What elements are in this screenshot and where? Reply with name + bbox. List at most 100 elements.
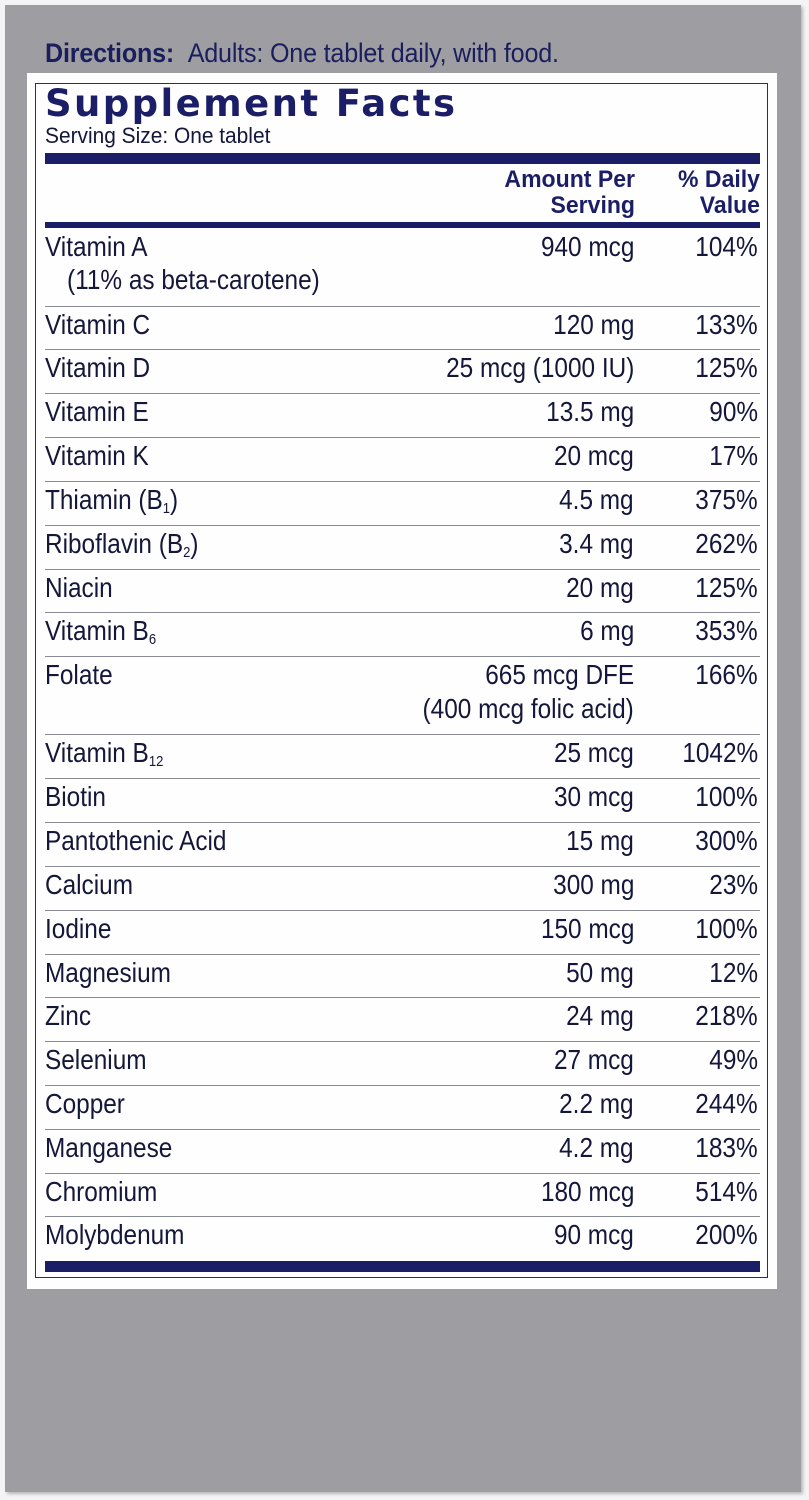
top-thick-divider xyxy=(45,153,760,164)
nutrient-amount: 27 mcg xyxy=(554,1044,634,1075)
nutrient-amount: 20 mcg xyxy=(554,440,634,471)
nutrient-daily-value: 200% xyxy=(695,1219,758,1250)
nutrient-name-text: Vitamin B xyxy=(45,615,149,646)
nutrient-name-text: Iodine xyxy=(45,913,112,944)
serving-size: Serving Size: One tablet xyxy=(45,123,271,148)
nutrient-name: Vitamin B12 xyxy=(45,737,163,769)
nutrient-daily-value: 17% xyxy=(709,440,758,471)
nutrient-amount: 25 mcg xyxy=(554,737,634,768)
nutrient-name-subscript: 1 xyxy=(162,500,171,517)
nutrient-name-text: Molybdenum xyxy=(45,1219,185,1250)
nutrient-amount: 665 mcg DFE xyxy=(485,659,634,690)
nutrient-amount: 24 mg xyxy=(566,1000,634,1031)
nutrient-daily-value: 183% xyxy=(695,1132,758,1163)
nutrient-row: Vitamin D 25 mcg (1000 IU) 125% xyxy=(45,350,760,394)
nutrient-name-suffix: ) xyxy=(170,484,179,515)
nutrient-name-text: Vitamin E xyxy=(45,396,149,427)
nutrient-daily-value: 514% xyxy=(695,1176,758,1207)
nutrient-daily-value: 375% xyxy=(695,484,758,515)
nutrient-name: Iodine xyxy=(45,913,111,944)
nutrient-row: Copper 2.2 mg 244% xyxy=(45,1086,760,1130)
nutrient-name-text: Vitamin B xyxy=(45,737,149,768)
nutrient-daily-value: 100% xyxy=(695,913,758,944)
nutrient-row: Zinc 24 mg 218% xyxy=(45,998,760,1042)
nutrient-daily-value: 90% xyxy=(709,396,758,427)
directions-body: Adults: One tablet daily, with food. xyxy=(187,38,559,68)
bottom-thick-divider xyxy=(45,1261,760,1272)
nutrient-row: Vitamin K 20 mcg 17% xyxy=(45,438,760,482)
nutrient-name: Vitamin E xyxy=(45,396,149,427)
supplement-facts-border xyxy=(35,83,768,1278)
nutrient-row: Pantothenic Acid 15 mg 300% xyxy=(45,823,760,867)
nutrient-name: Vitamin A xyxy=(45,231,147,262)
nutrient-amount: 300 mg xyxy=(552,869,634,900)
directions-label: Directions: xyxy=(45,38,175,68)
nutrient-name: Pantothenic Acid xyxy=(45,825,226,856)
nutrient-name-text: Folate xyxy=(45,659,113,690)
nutrient-name-text: Magnesium xyxy=(45,957,171,988)
nutrient-daily-value: 125% xyxy=(695,572,758,603)
nutrient-name: Manganese xyxy=(45,1132,172,1163)
header-amount-line1: Amount Per xyxy=(504,166,635,193)
nutrient-row: Manganese 4.2 mg 183% xyxy=(45,1130,760,1174)
nutrient-name-text: Pantothenic Acid xyxy=(45,825,227,856)
nutrient-daily-value: 100% xyxy=(695,781,758,812)
nutrient-name-text: Selenium xyxy=(45,1044,147,1075)
nutrient-daily-value: 300% xyxy=(695,825,758,856)
nutrient-name-text: Zinc xyxy=(45,1000,92,1031)
nutrient-name-subscript: 2 xyxy=(183,544,191,561)
nutrient-name-text: Copper xyxy=(45,1088,125,1119)
nutrient-name-note: (11% as beta-carotene) xyxy=(67,264,320,295)
nutrient-name: Folate xyxy=(45,659,113,690)
nutrient-name-text: Riboflavin (B xyxy=(45,528,184,559)
nutrient-row: Niacin 20 mg 125% xyxy=(45,570,760,613)
nutrient-amount: 13.5 mg xyxy=(545,396,634,427)
supplement-facts-box xyxy=(27,73,777,1289)
directions-text: Directions: Adults: One tablet daily, wi… xyxy=(45,38,559,69)
nutrient-amount: 2.2 mg xyxy=(559,1088,634,1119)
nutrient-name-text: Vitamin K xyxy=(45,440,149,471)
nutrient-daily-value: 49% xyxy=(709,1044,758,1075)
nutrient-daily-value: 133% xyxy=(695,309,758,340)
nutrient-daily-value: 23% xyxy=(709,869,758,900)
nutrient-name-text: Manganese xyxy=(45,1132,173,1163)
nutrient-amount-note: (400 mcg folic acid) xyxy=(422,693,634,724)
nutrient-row: Biotin 30 mcg 100% xyxy=(45,779,760,823)
nutrient-name: Vitamin B6 xyxy=(45,615,157,648)
nutrient-row: Selenium 27 mcg 49% xyxy=(45,1042,760,1086)
nutrient-row: Vitamin A (11% as beta-carotene) 940 mcg 10… xyxy=(45,229,760,307)
nutrient-daily-value: 125% xyxy=(695,352,758,383)
nutrient-name-text: Vitamin C xyxy=(45,309,151,340)
header-amount-line2: Serving xyxy=(550,192,635,219)
nutrient-daily-value: 244% xyxy=(695,1088,758,1119)
nutrient-amount: 150 mcg xyxy=(540,913,634,944)
nutrient-name: Selenium xyxy=(45,1044,147,1075)
nutrient-name: Magnesium xyxy=(45,957,171,988)
nutrient-name: Zinc xyxy=(45,1000,91,1031)
nutrient-row: Vitamin B12 25 mcg 1042% xyxy=(45,735,760,779)
nutrient-row: Magnesium 50 mg 12% xyxy=(45,955,760,998)
nutrient-name: Chromium xyxy=(45,1176,157,1207)
nutrient-amount: 15 mg xyxy=(566,825,634,856)
nutrient-name-text: Chromium xyxy=(45,1176,158,1207)
nutrient-row: Chromium 180 mcg 514% xyxy=(45,1174,760,1217)
nutrient-name-text: Calcium xyxy=(45,869,133,900)
nutrient-amount: 180 mcg xyxy=(540,1176,634,1207)
nutrient-name: Vitamin C xyxy=(45,309,150,340)
nutrient-amount: 50 mg xyxy=(566,957,634,988)
nutrient-name: Copper xyxy=(45,1088,125,1119)
nutrient-row: Calcium 300 mg 23% xyxy=(45,867,760,911)
nutrient-name: Vitamin K xyxy=(45,440,149,471)
nutrient-daily-value: 353% xyxy=(695,615,758,646)
nutrient-amount: 20 mg xyxy=(566,572,634,603)
nutrient-daily-value: 262% xyxy=(695,528,758,559)
nutrient-name-suffix: ) xyxy=(190,528,199,559)
nutrient-name-text: Vitamin A xyxy=(45,231,148,262)
nutrient-name-text: Biotin xyxy=(45,781,106,812)
nutrient-name: Niacin xyxy=(45,572,113,603)
nutrient-row: Folate 665 mcg DFE (400 mcg folic acid) 166… xyxy=(45,657,760,735)
header-dv-line2: Value xyxy=(699,192,760,219)
header-daily-value: % Daily Value xyxy=(645,167,760,219)
nutrient-name-subscript: 6 xyxy=(148,631,157,648)
nutrient-amount: 940 mcg xyxy=(540,231,634,262)
